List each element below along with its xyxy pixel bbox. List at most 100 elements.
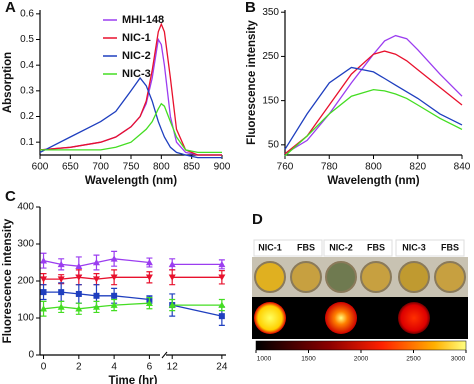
x-tick-label: 850 bbox=[183, 162, 200, 173]
x-tick-label: 840 bbox=[454, 162, 471, 173]
marker bbox=[218, 260, 226, 268]
marker bbox=[168, 301, 176, 308]
marker bbox=[40, 305, 48, 312]
series-line bbox=[43, 258, 222, 267]
marker bbox=[168, 260, 176, 268]
series-line bbox=[39, 22, 222, 156]
y-axis-title: Fluorescence intensity bbox=[246, 20, 258, 145]
y-tick-label: 0.6 bbox=[20, 8, 34, 19]
y-tick-label: 0 bbox=[28, 350, 34, 361]
well-label: NIC-2 bbox=[329, 242, 353, 252]
well-photo bbox=[290, 261, 322, 293]
y-tick-label: 0.5 bbox=[20, 34, 34, 45]
y-tick-label: 200 bbox=[17, 276, 34, 287]
x-tick-label: 780 bbox=[321, 162, 338, 173]
well-photo bbox=[360, 261, 392, 293]
x-tick-label: 800 bbox=[365, 162, 382, 173]
well-photo bbox=[325, 261, 357, 293]
marker bbox=[168, 274, 176, 281]
series-line bbox=[284, 50, 463, 155]
colorbar-tick-label: 1500 bbox=[301, 356, 316, 363]
label-box bbox=[253, 239, 323, 257]
well-photo bbox=[254, 261, 286, 293]
well-label: NIC-3 bbox=[402, 242, 426, 252]
label-box bbox=[323, 239, 393, 257]
marker bbox=[93, 292, 100, 299]
legend-label: NIC-2 bbox=[122, 50, 151, 62]
x-tick-label: 750 bbox=[123, 162, 140, 173]
x-tick-label: 800 bbox=[153, 162, 170, 173]
panel-label: C bbox=[5, 188, 16, 205]
y-axis-title: Absorption bbox=[2, 52, 14, 113]
marker bbox=[110, 255, 118, 262]
marker bbox=[58, 289, 65, 296]
legend-label: NIC-3 bbox=[122, 68, 151, 80]
marker bbox=[92, 276, 100, 283]
series-line bbox=[43, 302, 222, 310]
legend-label: NIC-1 bbox=[122, 32, 151, 44]
y-tick-label: 100 bbox=[17, 313, 34, 324]
series-line bbox=[39, 76, 222, 159]
well-fluorescence bbox=[325, 302, 357, 334]
fluorescence-row bbox=[252, 297, 468, 339]
marker bbox=[218, 301, 226, 308]
x-tick-label: 12 bbox=[167, 362, 179, 373]
x-axis-title: Time (hr) bbox=[109, 375, 158, 384]
series-line bbox=[284, 66, 463, 150]
y-tick-label: 400 bbox=[17, 202, 34, 213]
marker bbox=[40, 276, 48, 283]
x-tick-label: 0 bbox=[41, 362, 47, 373]
colorbar-tick-label: 2000 bbox=[354, 356, 369, 363]
marker bbox=[75, 290, 82, 297]
y-tick-label: 350 bbox=[262, 7, 279, 18]
series-line bbox=[43, 276, 222, 280]
marker bbox=[145, 299, 153, 306]
y-tick-label: 0.4 bbox=[20, 60, 34, 71]
marker bbox=[145, 274, 153, 281]
marker bbox=[57, 260, 65, 268]
y-tick-label: 0.2 bbox=[20, 111, 34, 122]
well-photo bbox=[434, 261, 466, 293]
series-line bbox=[284, 34, 463, 155]
marker bbox=[57, 303, 65, 310]
marker bbox=[111, 292, 118, 299]
y-tick-label: 0.3 bbox=[20, 85, 34, 96]
x-tick-label: 2 bbox=[76, 362, 82, 373]
x-axis-title: Wavelength (nm) bbox=[85, 175, 177, 187]
x-tick-label: 6 bbox=[147, 362, 153, 373]
x-tick-label: 4 bbox=[111, 362, 117, 373]
marker bbox=[75, 305, 83, 312]
marker bbox=[40, 289, 47, 296]
marker bbox=[75, 274, 83, 281]
x-tick-label: 820 bbox=[409, 162, 426, 173]
axis-break bbox=[161, 351, 168, 359]
legend-label: MHI-148 bbox=[122, 14, 164, 26]
marker bbox=[40, 257, 48, 264]
x-tick-label: 600 bbox=[32, 162, 49, 173]
y-axis-title: Fluorescence intensity bbox=[2, 218, 14, 343]
y-tick-label: 50 bbox=[268, 139, 280, 150]
well-label: NIC-1 bbox=[258, 242, 282, 252]
y-tick-label: 150 bbox=[262, 95, 279, 106]
marker bbox=[92, 303, 100, 310]
well-fluorescence bbox=[398, 302, 430, 334]
x-tick-label: 700 bbox=[92, 162, 109, 173]
marker bbox=[75, 262, 83, 269]
panel-label: A bbox=[5, 0, 16, 16]
y-tick-label: 300 bbox=[17, 239, 34, 250]
colorbar-tick-label: 3000 bbox=[451, 356, 466, 363]
series-line bbox=[284, 88, 463, 157]
x-tick-label: 900 bbox=[214, 162, 231, 173]
x-axis-title: Wavelength (nm) bbox=[327, 175, 419, 187]
x-tick-label: 24 bbox=[216, 362, 228, 373]
marker bbox=[57, 276, 65, 283]
marker bbox=[110, 301, 118, 308]
colorbar-tick-label: 2500 bbox=[406, 356, 421, 363]
well-label: FBS bbox=[441, 242, 459, 252]
colorbar-tick-label: 1000 bbox=[257, 356, 272, 363]
marker bbox=[92, 259, 100, 266]
x-tick-label: 760 bbox=[277, 162, 294, 173]
panel-label: D bbox=[252, 211, 263, 228]
well-label: FBS bbox=[297, 242, 315, 252]
